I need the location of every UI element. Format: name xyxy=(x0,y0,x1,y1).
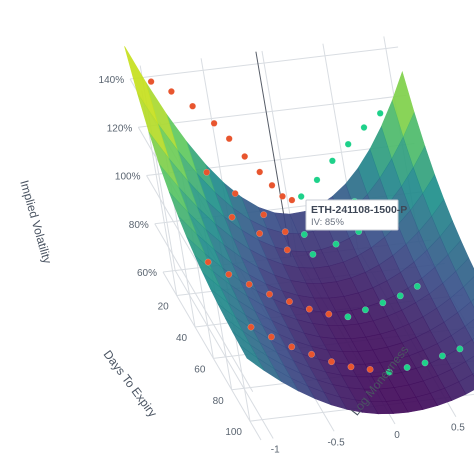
grid-line xyxy=(174,270,274,439)
put-iv-point xyxy=(231,190,239,197)
call-iv-point xyxy=(403,364,411,371)
call-iv-point xyxy=(297,193,305,200)
put-iv-point xyxy=(328,358,335,366)
put-iv-point xyxy=(228,213,236,221)
tooltip-box xyxy=(305,199,399,231)
call-iv-point xyxy=(328,157,336,165)
grid-line xyxy=(162,271,262,441)
put-iv-point xyxy=(305,305,313,313)
call-iv-point xyxy=(376,109,384,117)
call-iv-point xyxy=(413,282,421,290)
put-iv-point xyxy=(204,258,212,266)
call-iv-point xyxy=(344,140,352,148)
put-iv-point xyxy=(266,290,273,298)
put-iv-point xyxy=(268,181,276,189)
call-iv-point xyxy=(421,359,429,367)
put-iv-point xyxy=(288,343,296,351)
z-axis-title: Implied Volatility xyxy=(17,179,54,266)
call-iv-point xyxy=(456,345,464,353)
put-iv-point xyxy=(267,333,275,341)
put-iv-point xyxy=(247,323,255,331)
put-iv-point xyxy=(256,230,264,237)
z-tick-label: 80% xyxy=(129,220,149,231)
tooltip-value: IV: 85% xyxy=(311,217,344,228)
y-tick-label: 0 xyxy=(394,430,400,441)
surface-cell xyxy=(470,298,474,309)
iv-surface xyxy=(124,46,474,415)
put-iv-point xyxy=(189,102,197,110)
call-iv-point xyxy=(309,250,317,258)
call-iv-point xyxy=(332,240,340,248)
put-iv-point xyxy=(167,88,175,95)
put-iv-point xyxy=(203,168,211,176)
put-iv-point xyxy=(283,246,291,254)
put-iv-point xyxy=(147,78,155,86)
x-tick-label: 60 xyxy=(194,364,206,375)
put-iv-point xyxy=(279,192,286,200)
call-iv-point xyxy=(361,306,369,314)
call-iv-point xyxy=(396,292,404,300)
x-tick-label: 20 xyxy=(158,302,170,313)
x-tick-label: 80 xyxy=(213,396,225,407)
z-tick-label: 60% xyxy=(137,268,157,279)
put-iv-point xyxy=(281,228,289,236)
x-tick-label: 100 xyxy=(225,427,242,438)
y-tick-label: -0.5 xyxy=(327,437,345,448)
put-iv-point xyxy=(308,350,316,358)
call-iv-point xyxy=(344,313,352,321)
put-iv-point xyxy=(260,211,268,219)
call-iv-point xyxy=(360,124,368,131)
call-iv-point xyxy=(438,352,446,360)
x-axis-title: Days To Expiry xyxy=(101,348,160,420)
call-iv-point xyxy=(379,299,387,307)
tooltip-title: ETH-241108-1500-P xyxy=(311,204,407,216)
put-iv-point xyxy=(347,363,355,371)
call-iv-point xyxy=(300,231,308,238)
put-iv-point xyxy=(225,270,233,278)
put-iv-point xyxy=(256,168,264,176)
put-iv-point xyxy=(366,365,374,373)
surface-cell xyxy=(124,46,159,124)
put-iv-point xyxy=(210,119,218,127)
z-tick-label: 100% xyxy=(115,172,141,183)
put-iv-point xyxy=(288,196,296,204)
grid-line xyxy=(129,46,399,80)
call-iv-point xyxy=(385,368,393,376)
surface-cell xyxy=(239,344,265,371)
put-iv-point xyxy=(325,310,333,318)
grid-line xyxy=(138,94,407,128)
hover-tooltip: ETH-241108-1500-P IV: 85% xyxy=(305,199,407,231)
call-iv-point xyxy=(313,176,321,184)
put-iv-point xyxy=(285,298,293,306)
y-tick-label: 0.5 xyxy=(451,423,465,434)
put-iv-point xyxy=(225,135,233,143)
z-tick-label: 140% xyxy=(99,75,125,86)
y-tick-label: -1 xyxy=(271,445,280,456)
x-tick-label: 40 xyxy=(176,333,188,344)
put-iv-point xyxy=(241,153,249,160)
grid-line xyxy=(154,223,254,393)
put-iv-point xyxy=(245,280,253,288)
z-tick-label: 120% xyxy=(107,123,133,134)
